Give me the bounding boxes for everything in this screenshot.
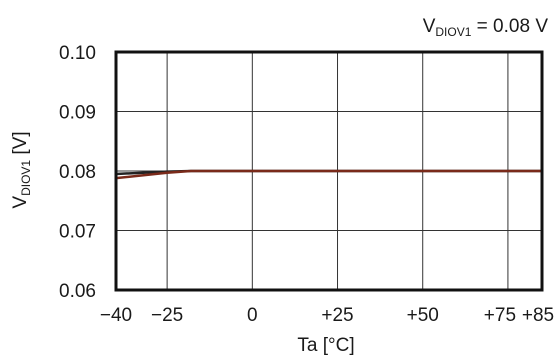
annotation-subscript: DIOV1 (435, 25, 471, 39)
y-tick-label: 0.09 (59, 103, 96, 124)
y-tick-label: 0.10 (59, 43, 96, 64)
annotation-prefix: V (423, 16, 436, 37)
y-tick-label: 0.07 (59, 222, 96, 243)
ylabel-suffix: [V] (10, 131, 31, 160)
chart-annotation: VDIOV1 = 0.08 V (423, 16, 549, 39)
series-group (115, 169, 542, 180)
x-tick-label: −40 (100, 305, 132, 326)
x-axis-title: Ta [°C] (297, 335, 354, 356)
series-line (115, 169, 542, 180)
x-tick-labels: −40 −25 0 +25 +50 +75 +85 (100, 305, 554, 326)
ylabel-subscript: DIOV1 (19, 160, 33, 196)
plot-frame (114, 50, 544, 292)
y-tick-label: 0.08 (59, 162, 96, 183)
x-tick-label: +75 (484, 305, 516, 326)
annotation-suffix: = 0.08 V (471, 16, 548, 37)
x-tick-label: +50 (407, 305, 439, 326)
x-tick-label: 0 (247, 305, 258, 326)
x-tick-label: +85 (522, 305, 554, 326)
x-tick-label: +25 (321, 305, 353, 326)
x-tick-label: −25 (151, 305, 183, 326)
y-axis-title: VDIOV1 [V] (10, 131, 33, 208)
y-tick-labels: 0.10 0.09 0.08 0.07 0.06 (59, 43, 96, 302)
ylabel-prefix: V (10, 196, 31, 209)
y-tick-label: 0.06 (59, 281, 96, 302)
